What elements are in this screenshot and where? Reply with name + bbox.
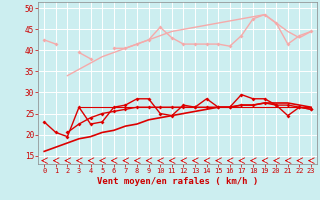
X-axis label: Vent moyen/en rafales ( km/h ): Vent moyen/en rafales ( km/h ) — [97, 177, 258, 186]
